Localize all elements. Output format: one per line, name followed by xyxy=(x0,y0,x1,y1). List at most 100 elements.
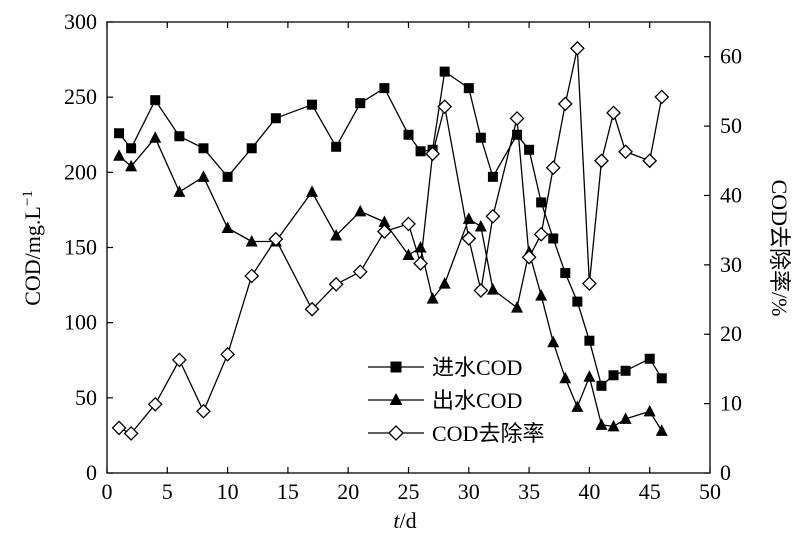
point-influent-cod xyxy=(512,129,523,140)
point-effluent-cod xyxy=(486,283,499,295)
x-tick-label: 0 xyxy=(102,479,113,504)
point-cod-removal xyxy=(196,403,211,419)
point-effluent-cod xyxy=(655,424,668,436)
point-cod-removal xyxy=(304,301,320,317)
point-effluent-cod xyxy=(595,418,608,430)
x-tick-label: 10 xyxy=(217,479,239,504)
series-influent-cod xyxy=(114,66,667,391)
point-cod-removal xyxy=(268,231,284,247)
y-right-tick-label: 40 xyxy=(720,182,742,207)
point-influent-cod xyxy=(270,113,281,124)
point-effluent-cod xyxy=(245,234,258,247)
point-influent-cod xyxy=(608,370,619,381)
point-influent-cod xyxy=(198,143,209,154)
point-cod-removal xyxy=(545,160,561,176)
x-tick-label: 35 xyxy=(518,479,540,504)
x-tick-label: 40 xyxy=(578,479,600,504)
point-cod-removal xyxy=(352,264,368,280)
point-cod-removal xyxy=(328,276,344,292)
point-effluent-cod xyxy=(414,241,427,253)
legend-label-removal: COD去除率 xyxy=(432,421,544,446)
point-effluent-cod xyxy=(149,131,162,143)
point-cod-removal xyxy=(401,216,416,232)
point-cod-removal xyxy=(425,146,441,162)
point-effluent-cod xyxy=(619,412,632,424)
y-left-axis-title: COD/mg.L−1 xyxy=(20,190,45,306)
point-effluent-cod xyxy=(571,400,584,412)
series-line-cod-removal xyxy=(118,47,663,435)
point-influent-cod xyxy=(222,171,233,182)
point-cod-removal xyxy=(437,99,453,115)
point-influent-cod xyxy=(415,146,426,157)
x-tick-label: 45 xyxy=(639,479,661,504)
point-cod-removal xyxy=(473,283,489,298)
point-influent-cod xyxy=(126,143,137,154)
y-left-tick-label: 200 xyxy=(64,159,97,184)
point-cod-removal xyxy=(244,268,260,284)
point-cod-removal xyxy=(171,352,187,368)
point-cod-removal xyxy=(642,153,658,169)
y-left-tick-label: 0 xyxy=(86,460,97,485)
point-effluent-cod xyxy=(583,370,596,382)
point-influent-cod xyxy=(331,141,342,152)
y-right-tick-label: 20 xyxy=(720,321,742,346)
point-influent-cod xyxy=(379,83,390,94)
point-influent-cod xyxy=(439,66,450,77)
point-influent-cod xyxy=(524,144,535,155)
point-influent-cod xyxy=(463,83,474,94)
point-cod-removal xyxy=(147,396,163,412)
y-left-tick-label: 50 xyxy=(75,385,97,410)
y-right-tick-label: 30 xyxy=(720,252,742,277)
point-influent-cod xyxy=(174,131,185,142)
y-right-tick-label: 0 xyxy=(720,460,731,485)
y-right-axis-title: COD去除率/% xyxy=(767,180,792,317)
x-tick-label: 30 xyxy=(458,479,480,504)
point-effluent-cod xyxy=(402,248,415,261)
point-influent-cod xyxy=(536,197,547,208)
point-cod-removal xyxy=(654,89,670,105)
point-effluent-cod xyxy=(511,301,524,313)
point-cod-removal xyxy=(533,226,549,242)
x-tick-label: 50 xyxy=(699,479,721,504)
point-effluent-cod xyxy=(125,159,138,172)
point-influent-cod xyxy=(548,233,559,244)
legend-label-effluent: 出水COD xyxy=(432,388,522,413)
point-influent-cod xyxy=(487,171,498,182)
point-cod-removal xyxy=(569,40,585,56)
plot-frame xyxy=(106,21,711,474)
y-right-tick-label: 50 xyxy=(720,113,742,138)
y-left-tick-label: 250 xyxy=(64,84,97,109)
y-left-axis-title-sup: −1 xyxy=(20,190,36,206)
point-cod-removal xyxy=(123,426,139,441)
point-cod-removal xyxy=(594,153,609,169)
point-effluent-cod xyxy=(438,277,451,289)
point-influent-cod xyxy=(355,98,366,109)
legend-marker-removal xyxy=(388,425,404,441)
legend-marker-effluent xyxy=(389,393,403,405)
point-cod-removal xyxy=(509,111,525,126)
axes: 0 5 10 15 20 25 30 35 40 45 5005010015020025030001… xyxy=(64,9,742,504)
point-effluent-cod xyxy=(559,371,572,384)
point-cod-removal xyxy=(557,96,573,112)
y-right-tick-label: 10 xyxy=(720,391,742,416)
point-influent-cod xyxy=(644,353,655,364)
point-effluent-cod xyxy=(197,170,210,182)
point-cod-removal xyxy=(111,420,127,436)
point-influent-cod xyxy=(596,380,607,391)
series-cod-removal xyxy=(111,40,670,441)
point-effluent-cod xyxy=(330,228,343,241)
point-cod-removal xyxy=(413,256,428,271)
point-influent-cod xyxy=(620,365,631,376)
point-effluent-cod xyxy=(378,215,391,227)
point-effluent-cod xyxy=(643,404,656,417)
x-tick-label: 25 xyxy=(398,479,420,504)
point-influent-cod xyxy=(475,132,486,143)
point-effluent-cod xyxy=(306,185,319,197)
point-effluent-cod xyxy=(221,221,234,233)
point-influent-cod xyxy=(584,335,595,346)
legend-label-influent: 进水COD xyxy=(432,355,522,380)
point-influent-cod xyxy=(246,143,257,154)
x-tick-label: 5 xyxy=(162,479,173,504)
point-influent-cod xyxy=(307,99,318,110)
